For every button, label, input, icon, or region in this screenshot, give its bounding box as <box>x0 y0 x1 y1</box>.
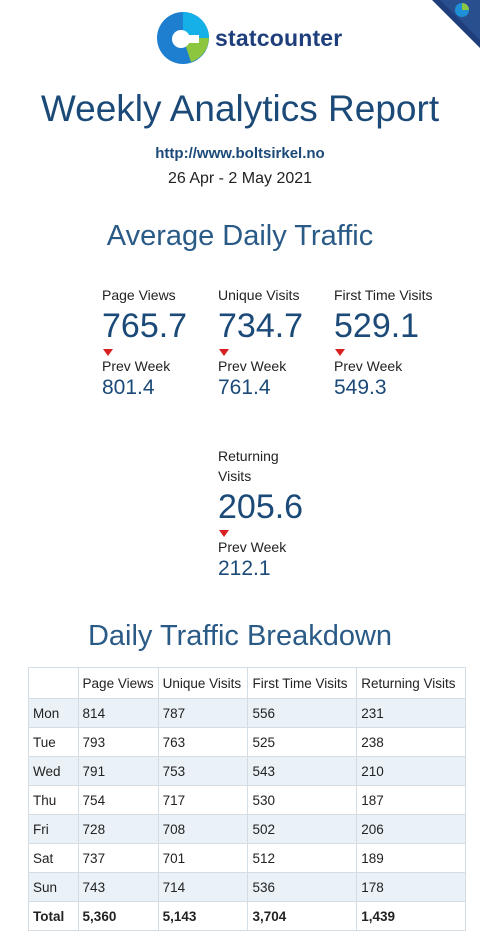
table-row: Thu 754 717 530 187 <box>28 785 466 815</box>
table-cell: Mon <box>28 698 79 728</box>
table-total-row: Total 5,360 5,143 3,704 1,439 <box>28 901 466 931</box>
table-cell: Wed <box>28 756 79 786</box>
table-cell: 3,704 <box>247 901 358 931</box>
statcounter-logo-icon <box>157 12 209 64</box>
report-title: Weekly Analytics Report <box>40 88 440 129</box>
table-cell: 210 <box>356 756 466 786</box>
metric-page-views: Page Views 765.7 Prev Week 801.4 <box>102 285 212 400</box>
down-arrow-icon <box>219 349 229 356</box>
table-cell: 1,439 <box>356 901 466 931</box>
table-cell: 512 <box>247 843 358 873</box>
table-cell: 189 <box>356 843 466 873</box>
table-cell: 763 <box>157 727 249 757</box>
table-row: Tue 793 763 525 238 <box>28 727 466 757</box>
table-header-row: Page Views Unique Visits First Time Visi… <box>28 667 466 699</box>
table-row: Sun 743 714 536 178 <box>28 872 466 902</box>
table-cell: 708 <box>157 814 249 844</box>
metric-value: 529.1 <box>334 307 420 345</box>
table-cell: Sat <box>28 843 79 873</box>
down-arrow-icon <box>219 530 229 537</box>
table-cell: 5,360 <box>77 901 159 931</box>
prev-week-label: Prev Week <box>334 358 403 374</box>
statcounter-logo[interactable]: statcounter <box>155 10 342 66</box>
down-arrow-icon <box>103 349 113 356</box>
prev-week-value: 801.4 <box>102 376 155 399</box>
table-cell: 543 <box>247 756 358 786</box>
metric-value: 205.6 <box>218 488 304 526</box>
table-cell: Tue <box>28 727 79 757</box>
table-cell: 701 <box>157 843 249 873</box>
site-url-link[interactable]: http://www.boltsirkel.no <box>155 145 325 162</box>
column-header: Returning Visits <box>356 667 466 699</box>
table-cell: 525 <box>247 727 358 757</box>
column-header: First Time Visits <box>247 667 358 699</box>
metric-label: Unique Visits <box>218 287 300 303</box>
prev-week-value: 212.1 <box>218 557 271 580</box>
table-row: Sat 737 701 512 189 <box>28 843 466 873</box>
daily-traffic-breakdown-title: Daily Traffic Breakdown <box>87 620 393 652</box>
metric-first-time-visits: First Time Visits 529.1 Prev Week 549.3 <box>334 285 434 400</box>
table-cell: 737 <box>77 843 159 873</box>
metric-label: First Time Visits <box>334 287 433 303</box>
brand-name: statcounter <box>215 24 343 51</box>
prev-week-value: 761.4 <box>218 376 271 399</box>
metric-unique-visits: Unique Visits 734.7 Prev Week 761.4 <box>218 285 328 400</box>
table-row: Wed 791 753 543 210 <box>28 756 466 786</box>
table-cell: 206 <box>356 814 466 844</box>
table-cell: 238 <box>356 727 466 757</box>
column-header <box>28 667 79 699</box>
table-cell: 791 <box>77 756 159 786</box>
average-daily-traffic-title: Average Daily Traffic <box>106 220 374 252</box>
table-cell: 754 <box>77 785 159 815</box>
prev-week-value: 549.3 <box>334 376 387 399</box>
table-cell: Sun <box>28 872 79 902</box>
corner-ribbon-icon <box>432 0 480 48</box>
table-cell: 502 <box>247 814 358 844</box>
table-cell: Total <box>28 901 79 931</box>
date-range: 26 Apr - 2 May 2021 <box>167 170 313 187</box>
daily-traffic-table: Page Views Unique Visits First Time Visi… <box>28 667 466 931</box>
table-cell: 536 <box>247 872 358 902</box>
metric-label: Page Views <box>102 287 176 303</box>
table-cell: Thu <box>28 785 79 815</box>
prev-week-label: Prev Week <box>218 358 287 374</box>
table-cell: Fri <box>28 814 79 844</box>
table-cell: 814 <box>77 698 159 728</box>
table-cell: 231 <box>356 698 466 728</box>
table-cell: 787 <box>157 698 249 728</box>
table-row: Mon 814 787 556 231 <box>28 698 466 728</box>
table-cell: 187 <box>356 785 466 815</box>
table-row: Fri 728 708 502 206 <box>28 814 466 844</box>
column-header: Unique Visits <box>157 667 249 699</box>
metric-value: 734.7 <box>218 307 304 345</box>
table-cell: 793 <box>77 727 159 757</box>
table-cell: 717 <box>157 785 249 815</box>
metric-value: 765.7 <box>102 307 188 345</box>
table-cell: 530 <box>247 785 358 815</box>
table-cell: 178 <box>356 872 466 902</box>
down-arrow-icon <box>335 349 345 356</box>
table-cell: 556 <box>247 698 358 728</box>
metric-label: Returning Visits <box>218 448 279 484</box>
prev-week-label: Prev Week <box>218 539 287 555</box>
table-cell: 714 <box>157 872 249 902</box>
table-cell: 743 <box>77 872 159 902</box>
column-header: Page Views <box>77 667 159 699</box>
table-cell: 753 <box>157 756 249 786</box>
metric-returning-visits: Returning Visits 205.6 Prev Week 212.1 <box>218 446 304 581</box>
table-cell: 5,143 <box>157 901 249 931</box>
table-cell: 728 <box>77 814 159 844</box>
prev-week-label: Prev Week <box>102 358 171 374</box>
